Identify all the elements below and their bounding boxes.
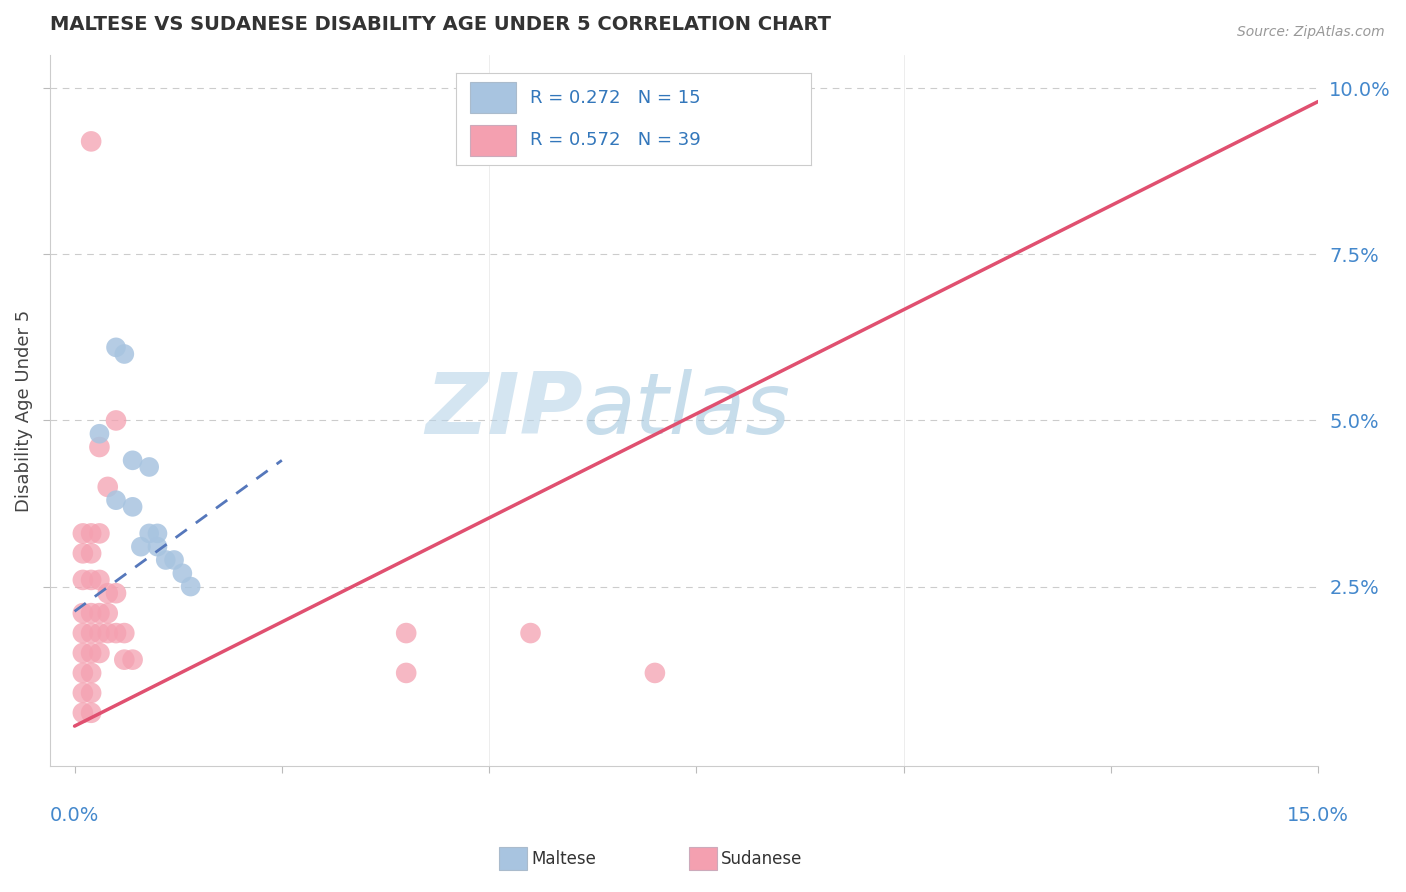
Point [72, 686, 94, 700]
Point [80, 606, 103, 620]
Point [121, 453, 143, 467]
Text: ZIP: ZIP [425, 369, 582, 452]
Point [97, 626, 120, 640]
Point [97, 480, 120, 494]
Point [80, 665, 103, 680]
Point [146, 540, 169, 554]
Point [80, 134, 103, 148]
Point [105, 586, 128, 600]
Point [121, 500, 143, 514]
Text: MALTESE VS SUDANESE DISABILITY AGE UNDER 5 CORRELATION CHART: MALTESE VS SUDANESE DISABILITY AGE UNDER… [49, 15, 831, 34]
Point [89, 626, 111, 640]
Text: Maltese: Maltese [531, 850, 596, 868]
Point [72, 573, 94, 587]
Point [180, 580, 202, 594]
Point [72, 606, 94, 620]
Point [105, 493, 128, 508]
Point [519, 626, 541, 640]
Point [80, 526, 103, 541]
Text: 15.0%: 15.0% [1286, 805, 1350, 825]
Point [121, 653, 143, 667]
Point [395, 665, 418, 680]
Point [112, 653, 135, 667]
Text: atlas: atlas [582, 369, 790, 452]
Point [72, 626, 94, 640]
Point [172, 566, 194, 581]
Point [112, 626, 135, 640]
Point [112, 347, 135, 361]
Point [89, 646, 111, 660]
Point [80, 646, 103, 660]
Point [97, 606, 120, 620]
Point [80, 626, 103, 640]
Point [105, 626, 128, 640]
Point [89, 526, 111, 541]
Point [80, 686, 103, 700]
Point [644, 665, 666, 680]
Point [89, 426, 111, 441]
Point [80, 546, 103, 560]
Point [105, 413, 128, 427]
Point [395, 626, 418, 640]
Point [138, 459, 160, 474]
Point [80, 706, 103, 720]
Point [72, 665, 94, 680]
Point [89, 606, 111, 620]
Point [80, 573, 103, 587]
Point [89, 440, 111, 454]
Point [146, 526, 169, 541]
Point [97, 586, 120, 600]
Point [155, 553, 177, 567]
Text: Sudanese: Sudanese [721, 850, 803, 868]
Text: Source: ZipAtlas.com: Source: ZipAtlas.com [1237, 25, 1385, 39]
Y-axis label: Disability Age Under 5: Disability Age Under 5 [15, 310, 32, 512]
Point [89, 573, 111, 587]
Point [72, 706, 94, 720]
Text: 0.0%: 0.0% [49, 805, 100, 825]
Point [163, 553, 186, 567]
Point [72, 646, 94, 660]
Point [138, 526, 160, 541]
Point [105, 340, 128, 354]
Point [72, 526, 94, 541]
Point [129, 540, 152, 554]
Point [72, 546, 94, 560]
